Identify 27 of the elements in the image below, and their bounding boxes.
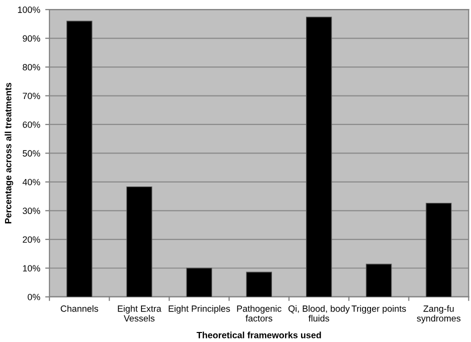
bar: [126, 186, 152, 297]
bar: [366, 264, 392, 297]
bar: [246, 272, 272, 297]
y-tick-label: 70%: [22, 92, 40, 100]
y-tick-label: 30%: [22, 208, 40, 214]
y-tick-label: 0%: [28, 294, 40, 300]
x-tick-label: Trigger points: [352, 305, 406, 314]
x-tick-label: Channels: [60, 305, 98, 312]
bar: [66, 20, 92, 297]
x-tick-label: Pathogenic factors: [237, 305, 282, 322]
x-tick-label: Zang-fu syndromes: [416, 305, 460, 324]
y-tick-label: 90%: [22, 35, 40, 42]
y-tick-label: 40%: [22, 178, 40, 186]
y-axis-title: Percentage across all treatments: [4, 82, 14, 224]
bar: [186, 268, 212, 297]
y-tick-label: 20%: [22, 236, 40, 243]
bar: [306, 16, 332, 297]
x-tick-label: Eight Principles: [168, 305, 230, 314]
x-axis-title: Theoretical frameworks used: [196, 332, 321, 338]
y-tick-label: 80%: [22, 64, 40, 70]
x-tick-label: Qi, Blood, body fluids: [288, 305, 350, 322]
bar: [426, 202, 452, 297]
y-tick-label: 60%: [22, 121, 40, 128]
y-tick-label: 10%: [23, 265, 40, 272]
y-tick-label: 100%: [18, 6, 40, 13]
x-tick-label: Eight Extra Vessels: [118, 305, 162, 322]
y-tick-label: 50%: [22, 150, 40, 157]
